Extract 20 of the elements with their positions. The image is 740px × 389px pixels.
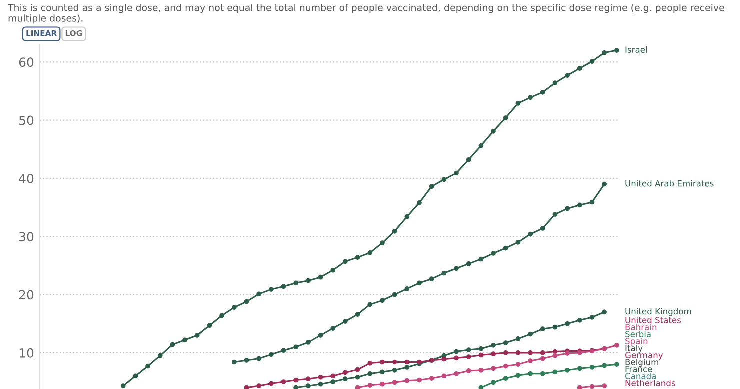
text: Serbia [626,330,651,338]
text: United States [626,316,682,324]
series-label: Israel [626,46,647,53]
y-tick-label: 40 [19,174,34,184]
y-tick-label: 30 [19,232,34,242]
chart-subtitle: This is counted as a single dose, and may not equal the total number of people vaccinated, depending on the specific dose regime (e.g. people receive multiple doses). [8,4,724,24]
text: United Kingdom [626,308,692,316]
y-tick-label: 50 [20,116,34,126]
text: Spain [626,338,648,346]
y-tick-label: 60 [19,58,34,68]
y-tick-label: 20 [19,290,34,300]
legend-label: Belgium [626,358,658,368]
series-label: Bahrain [626,324,657,330]
legend-label: Italy [626,344,643,354]
text: United Arab Emirates [626,180,714,187]
y-tick-label: 10 [20,348,34,358]
legend-label: Canada [625,372,656,380]
legend-label: Netherlands [626,380,676,386]
legend-label: Germany [625,352,664,360]
legend-label: France [626,366,652,372]
